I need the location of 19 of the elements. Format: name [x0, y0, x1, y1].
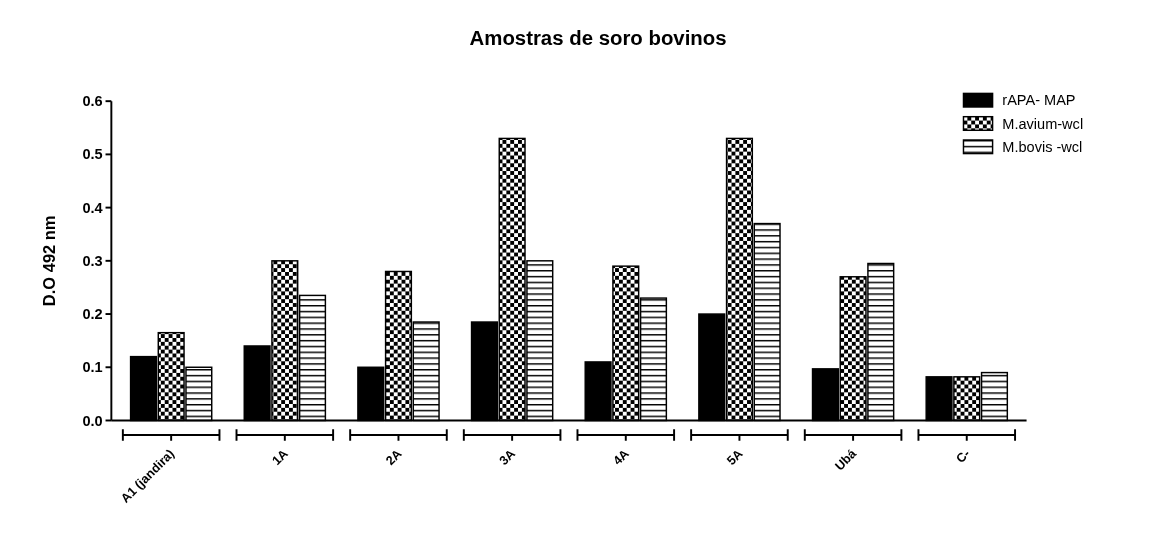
y-tick-label: 0.5 — [82, 146, 103, 163]
x-tick-label: 1A — [269, 446, 291, 468]
y-tick-label: 0.3 — [82, 252, 103, 269]
x-tick-label: C- — [953, 446, 973, 466]
chart-title: Amostras de soro bovinos — [469, 26, 727, 49]
x-tick-label: Ubá — [832, 445, 860, 474]
x-tick-label: 3A — [496, 446, 519, 468]
legend-label: rAPA- MAP — [1002, 92, 1076, 109]
y-tick-label: 0.0 — [82, 412, 103, 429]
y-tick-label: 0.6 — [82, 93, 103, 110]
x-tick-label: 4A — [610, 446, 632, 468]
y-tick-label: 0.2 — [82, 306, 103, 323]
y-tick-label: 0.4 — [82, 199, 104, 216]
x-tick-label: 5A — [724, 446, 746, 468]
legend-label: M.avium-wcl — [1002, 115, 1084, 132]
x-tick-label: 2A — [383, 446, 405, 468]
y-axis-title: D.O 492 nm — [40, 215, 59, 307]
y-tick-label: 0.1 — [82, 359, 103, 376]
legend-label: M.bovis -wcl — [1002, 138, 1083, 155]
